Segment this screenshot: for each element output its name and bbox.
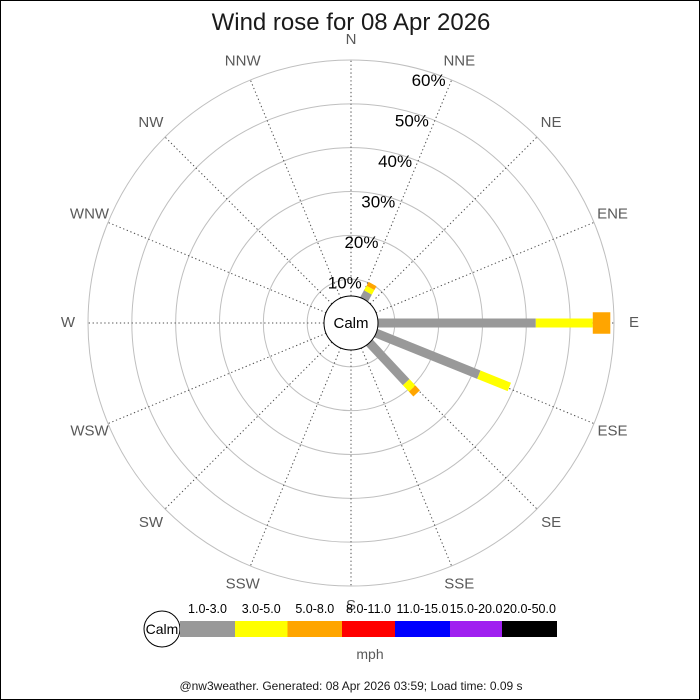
svg-text:50%: 50%	[395, 112, 429, 131]
svg-text:NW: NW	[138, 114, 164, 131]
svg-text:NNW: NNW	[225, 52, 262, 69]
svg-text:WNW: WNW	[70, 206, 110, 223]
svg-text:60%: 60%	[412, 71, 446, 90]
svg-text:SE: SE	[541, 514, 561, 531]
svg-text:40%: 40%	[378, 152, 412, 171]
svg-text:20.0-50.0: 20.0-50.0	[503, 602, 556, 616]
svg-text:3.0-5.0: 3.0-5.0	[242, 602, 281, 616]
svg-text:10%: 10%	[328, 274, 362, 293]
svg-text:E: E	[629, 314, 639, 331]
svg-text:NE: NE	[541, 114, 562, 131]
svg-text:SSE: SSE	[444, 575, 474, 592]
svg-text:Calm: Calm	[333, 315, 368, 332]
svg-text:1.0-3.0: 1.0-3.0	[188, 602, 227, 616]
svg-text:W: W	[61, 314, 76, 331]
svg-text:Calm: Calm	[146, 621, 179, 637]
svg-text:11.0-15.0: 11.0-15.0	[397, 602, 449, 616]
svg-text:SSW: SSW	[226, 575, 261, 592]
svg-text:30%: 30%	[361, 193, 395, 212]
svg-text:SW: SW	[139, 514, 164, 531]
svg-text:5.0-8.0: 5.0-8.0	[295, 602, 334, 616]
svg-text:WSW: WSW	[70, 422, 109, 439]
svg-text:ENE: ENE	[597, 206, 628, 223]
svg-text:20%: 20%	[344, 233, 378, 252]
svg-text:8.0-11.0: 8.0-11.0	[346, 602, 391, 616]
svg-text:mph: mph	[356, 646, 383, 662]
svg-text:NNE: NNE	[443, 52, 475, 69]
svg-text:ESE: ESE	[597, 422, 627, 439]
svg-text:15.0-20.0: 15.0-20.0	[450, 602, 503, 616]
